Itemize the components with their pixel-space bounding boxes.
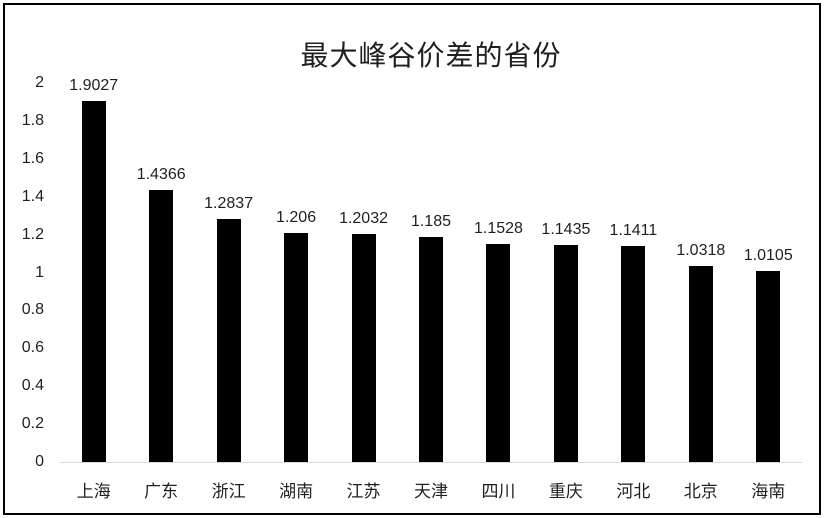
bar-group: 1.4366 广东	[127, 83, 194, 501]
bar	[216, 218, 241, 462]
bar-group: 1.2837 浙江	[195, 83, 262, 501]
bar-value-label: 1.0105	[743, 246, 793, 264]
x-axis-category-label: 湖南	[279, 482, 314, 501]
bar-value-label: 1.9027	[69, 77, 119, 95]
x-axis-category-label: 浙江	[211, 482, 246, 501]
bar-value-label: 1.185	[410, 213, 452, 231]
x-axis-category-label: 北京	[683, 482, 718, 501]
bar	[149, 189, 174, 462]
x-axis-category-label: 上海	[76, 482, 111, 501]
bar	[756, 270, 781, 462]
x-axis-category-label: 海南	[751, 482, 786, 501]
bar-group: 1.185 天津	[397, 83, 464, 501]
bar-value-label: 1.1435	[541, 221, 591, 239]
y-axis-tick-label: 1.2	[21, 225, 44, 243]
y-axis-tick-label: 0.4	[21, 377, 44, 395]
y-axis-tick-label: 0.2	[21, 415, 44, 433]
bar-group: 1.9027 上海	[60, 77, 127, 501]
y-axis-tick-label: 1.8	[21, 111, 44, 129]
y-axis-tick-label: 2	[35, 74, 44, 91]
y-axis-tick-label: 1.6	[21, 149, 44, 167]
bar-group: 1.2032 江苏	[330, 83, 397, 501]
x-axis-category-label: 广东	[144, 482, 179, 501]
bar-group: 1.1528 四川	[465, 83, 532, 501]
bar-value-label: 1.4366	[136, 165, 186, 183]
bar-value-label: 1.2032	[339, 210, 388, 227]
bar-group: 1.1411 河北	[600, 83, 667, 501]
x-axis-category-label: 重庆	[548, 482, 583, 501]
bar-group: 1.0318 北京	[667, 83, 734, 501]
x-axis-category-label: 河北	[616, 482, 651, 501]
y-axis-tick-label: 1.4	[21, 187, 44, 205]
bar	[81, 101, 106, 462]
y-axis-tick-label: 0.6	[21, 339, 44, 357]
y-axis: 0 0.2 0.4 0.6 0.8 1 1.2 1.4 1.6 1.8 2	[5, 74, 44, 470]
x-axis-category-label: 天津	[413, 482, 448, 501]
bar	[553, 245, 578, 462]
plot-area: 1.9027 上海 1.4366 广东 1.2837 浙江 1.206 湖南 1.2032 江苏 1…	[60, 77, 802, 501]
bar	[621, 245, 646, 462]
x-axis-category-label: 四川	[481, 482, 516, 501]
bars-container: 1.9027 上海 1.4366 广东 1.2837 浙江 1.206 湖南 1.2032 江苏 1…	[60, 77, 802, 501]
chart-frame: 最大峰谷价差的省份 0 0.2 0.4 0.6 0.8 1 1.2 1.4 1.6 1.8 2 1.…	[3, 3, 821, 515]
bar-value-label: 1.206	[276, 209, 317, 227]
bar-value-label: 1.0318	[676, 242, 726, 260]
bar	[688, 266, 713, 462]
y-axis-tick-label: 0	[35, 453, 44, 470]
bar	[486, 243, 511, 462]
bar-group: 1.206 湖南	[262, 83, 329, 501]
bar-value-label: 1.1411	[609, 221, 658, 239]
bar-group: 1.0105 海南	[735, 83, 802, 501]
chart-title: 最大峰谷价差的省份	[300, 40, 562, 71]
y-axis-tick-label: 0.8	[21, 301, 44, 319]
bar	[418, 237, 443, 462]
bar	[284, 233, 309, 462]
bar-value-label: 1.2837	[204, 194, 254, 212]
bar-value-label: 1.1528	[473, 219, 523, 237]
bar-group: 1.1435 重庆	[532, 83, 599, 501]
y-axis-tick-label: 1	[35, 263, 44, 281]
bar	[351, 234, 376, 462]
x-axis-category-label: 江苏	[346, 482, 381, 501]
